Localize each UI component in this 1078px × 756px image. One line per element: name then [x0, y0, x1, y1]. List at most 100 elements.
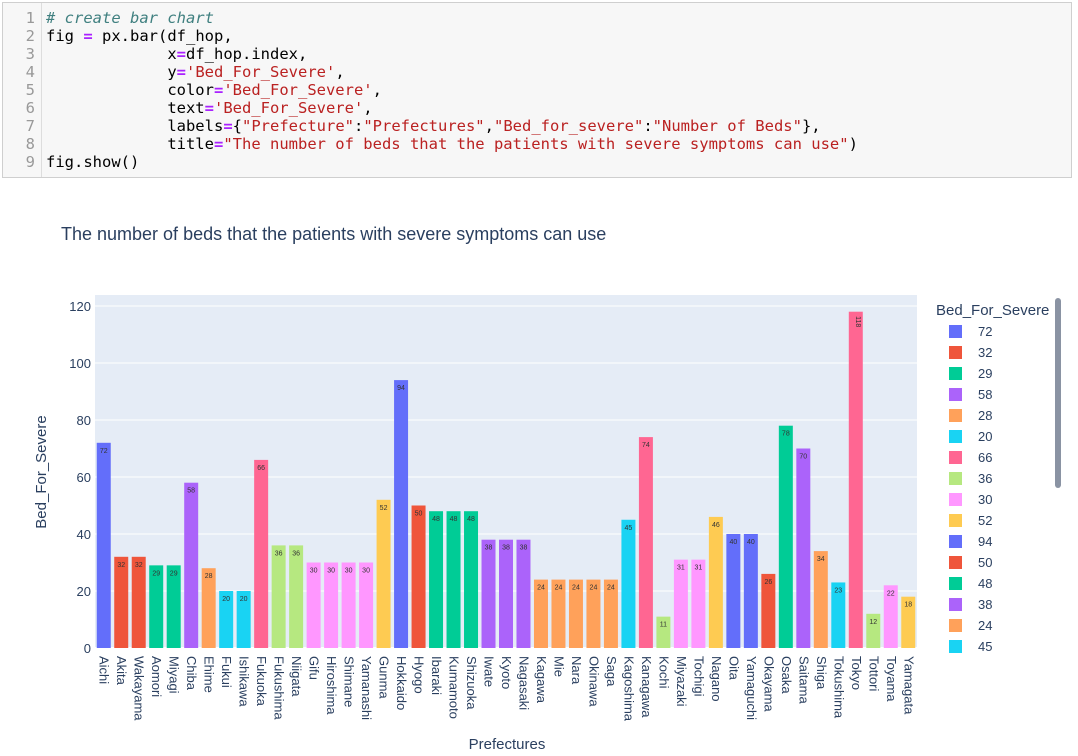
bar[interactable]	[341, 562, 356, 649]
bar[interactable]	[184, 482, 199, 648]
legend-item-label[interactable]: 20	[978, 429, 992, 444]
bar[interactable]	[394, 380, 409, 648]
bar[interactable]	[673, 559, 688, 648]
bar-label: 36	[275, 550, 283, 557]
code-editor[interactable]: # create bar chart fig = px.bar(df_hop, x…	[46, 9, 858, 171]
bar[interactable]	[796, 448, 811, 649]
legend-item-label[interactable]: 48	[978, 576, 992, 591]
legend-item-label[interactable]: 29	[978, 366, 992, 381]
legend-swatch[interactable]	[949, 409, 962, 422]
bar[interactable]	[656, 616, 671, 648]
line-number: 2	[25, 27, 35, 45]
code-token: 'Bed_For_Severe'	[223, 81, 373, 99]
legend-item-label[interactable]: 45	[978, 639, 992, 654]
bar[interactable]	[621, 519, 636, 648]
legend-swatch[interactable]	[949, 451, 962, 464]
legend-item-label[interactable]: 94	[978, 534, 992, 549]
gutter-separator	[41, 3, 42, 177]
x-tick-label: Saga	[604, 656, 619, 687]
legend-swatch[interactable]	[949, 577, 962, 590]
bar[interactable]	[638, 437, 653, 648]
bar[interactable]	[289, 545, 304, 648]
bar[interactable]	[568, 579, 583, 648]
bar[interactable]	[131, 556, 146, 648]
legend-swatch[interactable]	[949, 430, 962, 443]
bar[interactable]	[813, 551, 828, 648]
legend-scrollbar[interactable]	[1055, 298, 1061, 488]
legend-swatch[interactable]	[949, 325, 962, 338]
bar[interactable]	[149, 565, 164, 648]
legend-swatch[interactable]	[949, 598, 962, 611]
legend-item-label[interactable]: 32	[978, 345, 992, 360]
bar[interactable]	[236, 591, 251, 648]
legend-swatch[interactable]	[949, 472, 962, 485]
bar[interactable]	[166, 565, 181, 648]
x-tick-label: Fukushima	[272, 656, 287, 720]
bar[interactable]	[516, 539, 531, 648]
bar[interactable]	[429, 511, 444, 648]
legend-item-label[interactable]: 24	[978, 618, 992, 633]
bar[interactable]	[481, 539, 496, 648]
legend-swatch[interactable]	[949, 346, 962, 359]
bar[interactable]	[446, 511, 461, 648]
bar[interactable]	[901, 596, 916, 648]
bar[interactable]	[464, 511, 479, 648]
bar[interactable]	[691, 559, 706, 648]
bar[interactable]	[533, 579, 548, 648]
legend-swatch[interactable]	[949, 535, 962, 548]
bar[interactable]	[761, 573, 776, 648]
bar-label: 24	[537, 585, 545, 592]
bar[interactable]	[551, 579, 566, 648]
bar[interactable]	[726, 534, 741, 648]
bar[interactable]	[411, 505, 426, 649]
legend-item-label[interactable]: 58	[978, 387, 992, 402]
bar[interactable]	[96, 442, 111, 648]
bar-label: 24	[590, 585, 598, 592]
legend-swatch[interactable]	[949, 556, 962, 569]
legend-swatch[interactable]	[949, 367, 962, 380]
bar[interactable]	[743, 534, 758, 648]
bar[interactable]	[883, 585, 898, 648]
bar[interactable]	[708, 516, 723, 648]
legend-item-label[interactable]: 52	[978, 513, 992, 528]
bar[interactable]	[866, 613, 881, 648]
bar[interactable]	[586, 579, 601, 648]
bar[interactable]	[201, 568, 216, 648]
bar[interactable]	[324, 562, 339, 649]
x-tick-label: Ibaraki	[429, 656, 444, 695]
x-tick-label: Wakayama	[132, 656, 147, 721]
legend-item-label[interactable]: 66	[978, 450, 992, 465]
bar[interactable]	[778, 425, 793, 648]
bar[interactable]	[254, 459, 269, 648]
legend-item-label[interactable]: 28	[978, 408, 992, 423]
bar[interactable]	[219, 591, 234, 648]
bar-label: 48	[467, 516, 475, 523]
code-token: :	[643, 117, 653, 135]
bar[interactable]	[359, 562, 374, 649]
bar-label: 23	[834, 587, 842, 594]
legend-item-label[interactable]: 30	[978, 492, 992, 507]
bar-label: 52	[380, 505, 388, 512]
bar[interactable]	[831, 582, 846, 648]
bar[interactable]	[603, 579, 618, 648]
legend-item-label[interactable]: 50	[978, 555, 992, 570]
line-number: 7	[25, 117, 35, 135]
bar[interactable]	[376, 499, 391, 648]
bar[interactable]	[848, 311, 863, 648]
legend-item-label[interactable]: 36	[978, 471, 992, 486]
bar[interactable]	[499, 539, 513, 648]
legend-item-label[interactable]: 38	[978, 597, 992, 612]
bar[interactable]	[114, 556, 129, 648]
legend-swatch[interactable]	[949, 493, 962, 506]
y-axis-label: Bed_For_Severe	[33, 415, 50, 528]
bar[interactable]	[306, 562, 321, 649]
legend-swatch[interactable]	[949, 640, 962, 653]
legend-swatch[interactable]	[949, 388, 962, 401]
legend-item-label[interactable]: 72	[978, 324, 992, 339]
legend-swatch[interactable]	[949, 514, 962, 527]
bar[interactable]	[271, 545, 286, 648]
bar-label: 74	[642, 442, 650, 449]
legend-swatch[interactable]	[949, 619, 962, 632]
